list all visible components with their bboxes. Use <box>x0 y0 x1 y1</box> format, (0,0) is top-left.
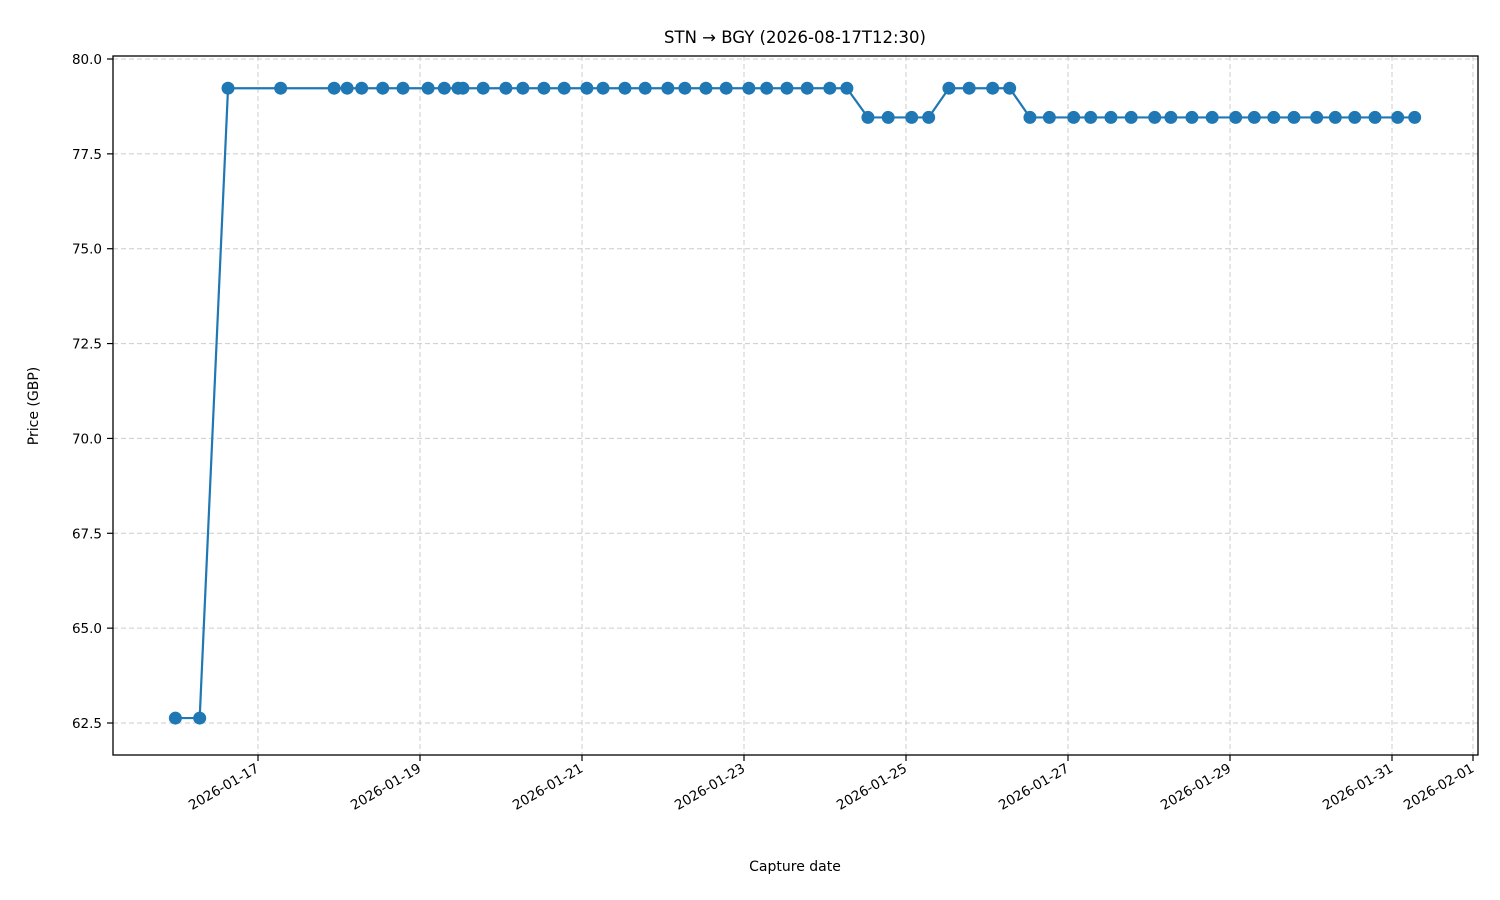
y-tick-label: 62.5 <box>72 716 102 732</box>
y-tick-label: 80.0 <box>72 52 102 68</box>
data-point <box>742 81 756 95</box>
data-point <box>168 711 182 725</box>
data-point <box>1042 110 1056 124</box>
data-point <box>1124 110 1138 124</box>
chart-title: STN → BGY (2026-08-17T12:30) <box>664 28 926 47</box>
data-point <box>1328 110 1342 124</box>
data-point <box>1084 110 1098 124</box>
data-point <box>638 81 652 95</box>
data-point <box>1287 110 1301 124</box>
y-tick-label: 67.5 <box>72 526 102 542</box>
data-point <box>376 81 390 95</box>
data-point <box>193 711 207 725</box>
y-tick-label: 70.0 <box>72 431 102 447</box>
x-tick-label: 2026-01-27 <box>996 761 1072 814</box>
grid-lines <box>113 56 1478 755</box>
data-point <box>1104 110 1118 124</box>
data-point <box>1247 110 1261 124</box>
data-point <box>1003 81 1017 95</box>
x-tick-label: 2026-01-21 <box>510 761 586 814</box>
data-point <box>719 81 733 95</box>
data-point <box>274 81 288 95</box>
data-point <box>760 81 774 95</box>
data-point <box>476 81 490 95</box>
x-tick-label: 2026-01-29 <box>1158 761 1234 814</box>
data-point <box>678 81 692 95</box>
price-series <box>168 81 1422 725</box>
data-point <box>516 81 530 95</box>
x-tick-label: 2026-01-25 <box>834 761 910 814</box>
data-point <box>421 81 435 95</box>
data-point <box>327 81 341 95</box>
x-tick-label: 2026-01-23 <box>672 761 748 814</box>
data-point <box>1205 110 1219 124</box>
data-point <box>1408 110 1422 124</box>
data-point <box>840 81 854 95</box>
data-point <box>537 81 551 95</box>
data-point <box>922 110 936 124</box>
data-point <box>1148 110 1162 124</box>
y-tick-label: 75.0 <box>72 242 102 258</box>
y-axis-label: Price (GBP) <box>26 367 42 445</box>
x-tick-label: 2026-01-17 <box>186 761 262 814</box>
data-point <box>881 110 895 124</box>
data-point <box>456 81 470 95</box>
data-point <box>942 81 956 95</box>
data-point <box>1391 110 1405 124</box>
data-point <box>780 81 794 95</box>
data-point <box>355 81 369 95</box>
data-point <box>1067 110 1081 124</box>
data-point <box>800 81 814 95</box>
data-point <box>1267 110 1281 124</box>
y-tick-label: 72.5 <box>72 337 102 353</box>
plot-frame <box>112 55 1479 756</box>
data-point <box>1348 110 1362 124</box>
data-point <box>557 81 571 95</box>
data-point <box>596 81 610 95</box>
x-tick-label: 2026-01-19 <box>348 761 424 814</box>
y-tick-label: 77.5 <box>72 147 102 163</box>
y-tick-label: 65.0 <box>72 621 102 637</box>
data-point <box>340 81 354 95</box>
data-point <box>905 110 919 124</box>
data-point <box>437 81 451 95</box>
data-point <box>699 81 713 95</box>
data-point <box>1229 110 1243 124</box>
data-point <box>1185 110 1199 124</box>
x-tick-label: 2026-02-01 <box>1401 761 1477 814</box>
x-axis-ticks: 2026-01-17 2026-01-19 2026-01-21 2026-01-23… <box>186 755 1477 814</box>
data-point <box>618 81 632 95</box>
x-tick-label: 2026-01-31 <box>1320 761 1396 814</box>
data-point <box>1310 110 1324 124</box>
data-point <box>499 81 513 95</box>
data-point <box>861 110 875 124</box>
data-point <box>823 81 837 95</box>
data-point <box>580 81 594 95</box>
y-axis-ticks: 62.5 65.0 67.5 70.0 72.5 75.0 77.5 80.0 <box>72 52 113 732</box>
data-point <box>221 81 235 95</box>
data-point <box>396 81 410 95</box>
data-point <box>986 81 1000 95</box>
data-point <box>661 81 675 95</box>
x-axis-label: Capture date <box>749 859 841 875</box>
data-point <box>1023 110 1037 124</box>
data-point <box>1164 110 1178 124</box>
data-point <box>1368 110 1382 124</box>
data-point <box>962 81 976 95</box>
price-line <box>175 87 1415 720</box>
